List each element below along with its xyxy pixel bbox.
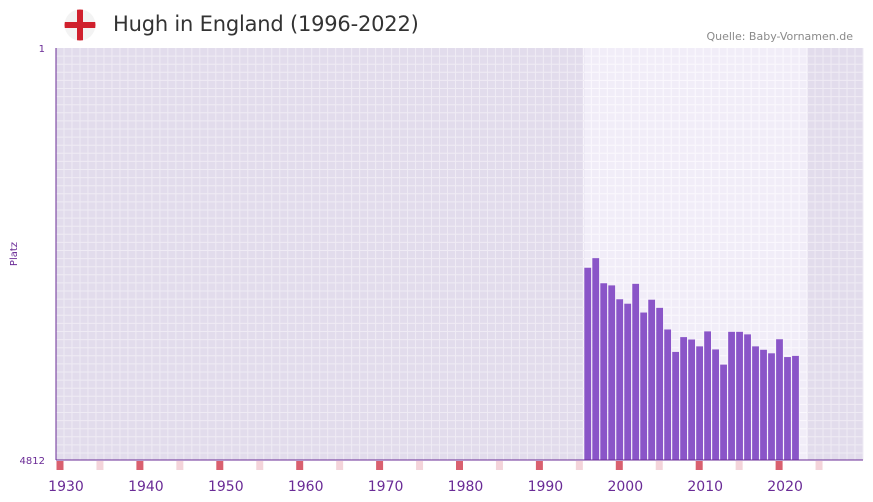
bar-2009 <box>688 339 696 460</box>
bar-2019 <box>768 353 775 460</box>
half-decade-marker <box>815 461 823 470</box>
bar-2014 <box>728 331 735 460</box>
decade-marker <box>216 461 224 470</box>
x-tick-label: 1960 <box>288 479 324 495</box>
half-decade-marker <box>655 461 663 470</box>
bar-2018 <box>760 349 767 460</box>
bar-2002 <box>632 283 640 460</box>
bar-2015 <box>736 331 743 460</box>
bar-2008 <box>680 337 688 460</box>
half-decade-marker <box>256 461 264 470</box>
bar-2007 <box>672 351 680 460</box>
bar-1998 <box>600 283 608 460</box>
half-decade-marker <box>416 461 424 470</box>
x-tick-label: 2020 <box>767 479 803 495</box>
x-tick-label: 1950 <box>208 479 244 495</box>
bar-2016 <box>744 334 751 460</box>
decade-marker <box>775 461 783 470</box>
bar-2003 <box>640 312 648 460</box>
decade-marker <box>615 461 623 470</box>
half-decade-marker <box>495 461 503 470</box>
y-axis-label: Platz <box>9 242 20 266</box>
decade-marker <box>136 461 144 470</box>
bar-2005 <box>656 307 664 460</box>
bar-2021 <box>784 357 791 460</box>
bar-2004 <box>648 299 656 460</box>
x-tick-label: 2010 <box>687 479 723 495</box>
bar-2013 <box>720 364 727 460</box>
x-tick-label: 1990 <box>528 479 564 495</box>
decade-marker <box>56 461 64 470</box>
bar-2010 <box>696 346 703 460</box>
half-decade-marker <box>336 461 344 470</box>
page-title: Hugh in England (1996-2022) <box>113 12 419 36</box>
bar-2020 <box>776 339 783 460</box>
bar-1999 <box>608 285 616 460</box>
bar-2006 <box>664 329 672 460</box>
x-tick-label: 2000 <box>607 479 643 495</box>
half-decade-marker <box>176 461 184 470</box>
y-tick-label: 4812 <box>20 456 45 467</box>
half-decade-marker <box>575 461 583 470</box>
bar-2012 <box>712 349 719 460</box>
bar-1997 <box>592 258 600 460</box>
half-decade-marker <box>96 461 104 470</box>
decade-marker <box>456 461 463 470</box>
decade-marker <box>695 461 703 470</box>
bar-2011 <box>704 331 711 460</box>
y-tick-label: 1 <box>39 44 45 55</box>
bar-2017 <box>752 346 759 460</box>
bar-1996 <box>584 267 592 460</box>
x-tick-label: 1970 <box>368 479 404 495</box>
decade-marker <box>535 461 543 470</box>
england-flag-icon <box>64 9 96 41</box>
bar-2001 <box>624 303 632 460</box>
bar-2022 <box>792 355 799 460</box>
decade-marker <box>296 461 304 470</box>
source-credit: Quelle: Baby-Vornamen.de <box>706 30 853 43</box>
x-tick-label: 1930 <box>48 479 84 495</box>
decade-marker <box>376 461 384 470</box>
x-tick-label: 1980 <box>448 479 484 495</box>
half-decade-marker <box>735 461 743 470</box>
x-tick-label: 1940 <box>128 479 164 495</box>
bar-2000 <box>616 299 624 460</box>
grid-lines <box>55 48 864 460</box>
